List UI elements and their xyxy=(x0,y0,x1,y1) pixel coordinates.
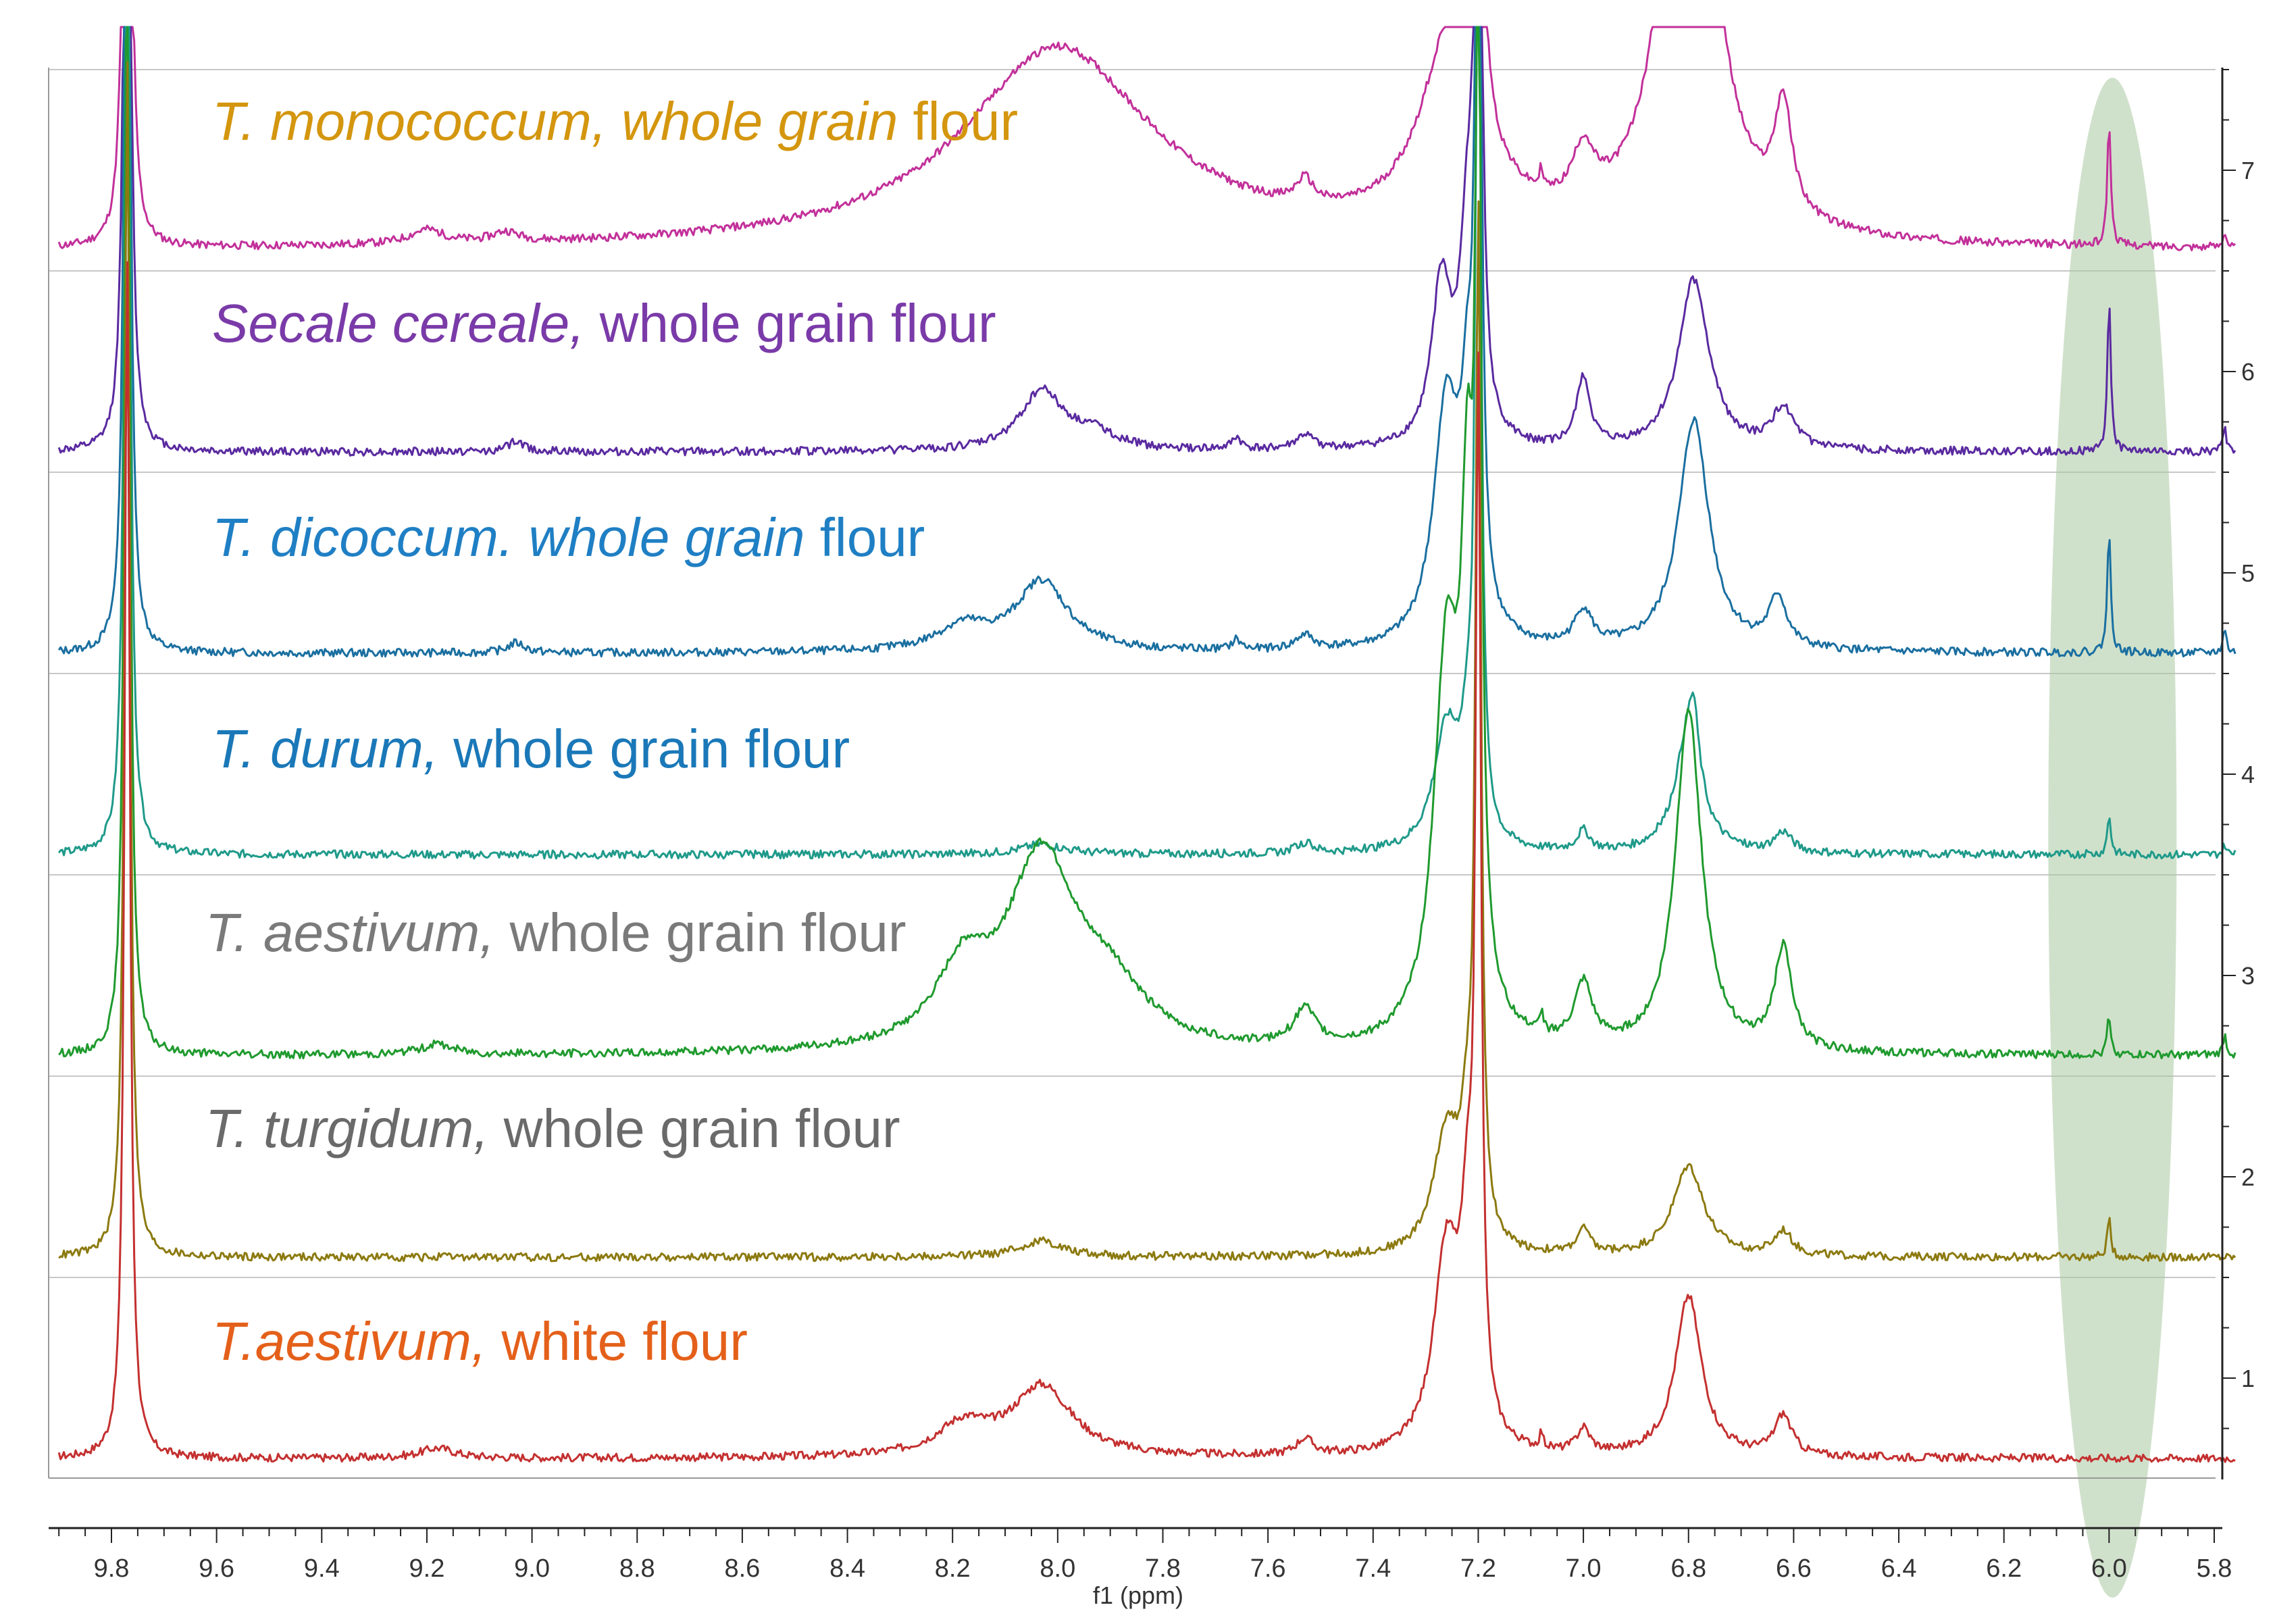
x-axis-ticks: 9.8 9.6 9.4 9.2 9.0 8.8 8.6 8.4 8.2 8.0 7.8 7.6 7.4 7… xyxy=(58,1528,2232,1583)
y-tick-label: 4 xyxy=(2241,761,2255,788)
series-label: T. turgidum, whole grain flour xyxy=(205,1102,900,1156)
spectrum-line xyxy=(58,26,2236,1060)
spectrum-line xyxy=(57,26,2236,251)
spectrum-line xyxy=(57,261,2236,1463)
series-label-plain: white flour xyxy=(486,1311,748,1371)
x-tick-label: 9.6 xyxy=(199,1554,234,1583)
series-label: T. durum, whole grain flour xyxy=(212,722,850,776)
series-label-plain: whole grain flour xyxy=(584,293,996,353)
highlight-ellipse xyxy=(2048,78,2177,1598)
series-label: T.aestivum, white flour xyxy=(212,1315,748,1369)
series-label-italic: T. monococcum, whole grain xyxy=(212,91,898,151)
spectra-series xyxy=(57,26,2236,1463)
y-tick-label: 7 xyxy=(2241,157,2255,184)
x-tick-label: 8.4 xyxy=(829,1554,865,1583)
x-tick-label: 8.2 xyxy=(935,1554,971,1583)
x-tick-label: 6.8 xyxy=(1670,1554,1706,1583)
series-label-plain: whole grain flour xyxy=(488,1098,900,1159)
highlight-region xyxy=(2048,78,2177,1598)
series-label-italic: T. turgidum, xyxy=(205,1098,489,1159)
x-tick-label: 7.2 xyxy=(1460,1554,1496,1583)
x-tick-label: 6.0 xyxy=(2091,1554,2127,1583)
x-tick-label: 7.6 xyxy=(1250,1554,1286,1583)
series-label-italic: T. aestivum, xyxy=(205,903,495,963)
y-tick-label: 5 xyxy=(2241,559,2255,587)
spectrum-line xyxy=(57,26,2236,457)
x-tick-label: 7.0 xyxy=(1566,1554,1602,1583)
x-tick-label: 8.6 xyxy=(724,1554,760,1583)
y-axis-ticks: 1 2 3 4 5 6 7 xyxy=(2222,69,2255,1429)
x-tick-label: 6.4 xyxy=(1881,1554,1917,1583)
series-label-italic: T. dicoccum. whole grain xyxy=(212,507,805,567)
x-tick-label: 7.8 xyxy=(1145,1554,1181,1583)
series-label-plain: whole grain flour xyxy=(438,719,850,779)
series-label: T. dicoccum. whole grain flour xyxy=(212,511,925,565)
series-label-italic: Secale cereale, xyxy=(212,293,585,353)
y-tick-label: 6 xyxy=(2241,358,2255,386)
axes xyxy=(48,68,2224,1529)
x-tick-label: 9.0 xyxy=(514,1554,550,1583)
spectrum-line xyxy=(58,61,2236,1263)
series-label-plain: flour xyxy=(898,91,1019,151)
x-tick-label: 7.4 xyxy=(1355,1554,1391,1583)
grid-lines xyxy=(49,69,2216,1278)
x-tick-label: 9.8 xyxy=(94,1554,130,1583)
y-tick-label: 1 xyxy=(2241,1365,2255,1392)
y-tick-label: 3 xyxy=(2241,962,2255,990)
series-label: T. monococcum, whole grain flour xyxy=(212,95,1018,149)
x-tick-label: 6.6 xyxy=(1776,1554,1812,1583)
series-label-italic: T. durum, xyxy=(212,719,438,779)
series-label-plain: whole grain flour xyxy=(494,903,906,963)
x-tick-label: 8.0 xyxy=(1040,1554,1075,1583)
y-tick-label: 2 xyxy=(2241,1163,2255,1191)
x-tick-label: 5.8 xyxy=(2197,1554,2232,1583)
x-axis-label: f1 (ppm) xyxy=(1093,1581,1183,1609)
spectrum-line xyxy=(57,26,2236,860)
x-tick-label: 9.4 xyxy=(304,1554,340,1583)
series-label: Secale cereale, whole grain flour xyxy=(212,297,996,351)
series-label-plain: flour xyxy=(804,507,925,567)
series-label-italic: T.aestivum, xyxy=(212,1311,487,1371)
series-label: T. aestivum, whole grain flour xyxy=(205,906,906,960)
x-tick-label: 9.2 xyxy=(409,1554,445,1583)
x-tick-label: 6.2 xyxy=(1986,1554,2022,1583)
x-tick-label: 8.8 xyxy=(619,1554,655,1583)
spectrum-line xyxy=(57,26,2236,658)
